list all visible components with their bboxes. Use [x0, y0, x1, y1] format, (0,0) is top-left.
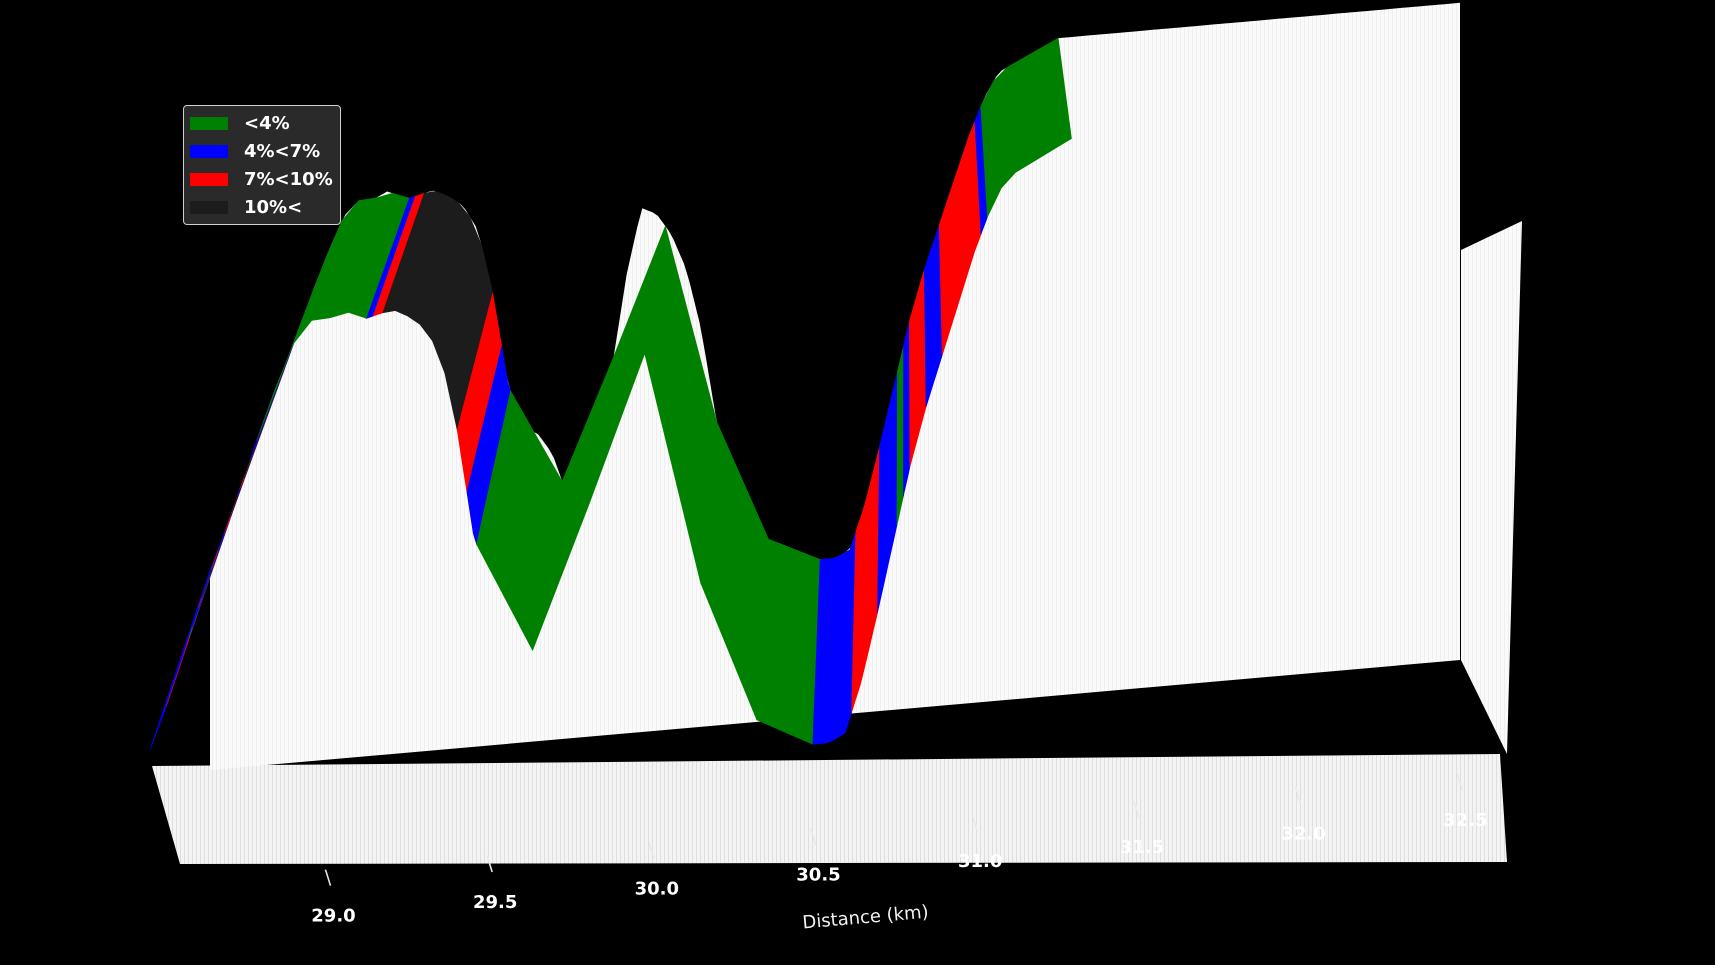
extrusion-layer — [149, 2, 1522, 864]
gradient-band-24 — [896, 346, 904, 526]
gradient-band-group — [149, 37, 1072, 751]
white-side-wall — [1461, 221, 1522, 754]
x-tick-mark-0 — [324, 869, 332, 886]
legend-swatch-dark — [190, 200, 228, 214]
legend-item-gt10: 10%< — [190, 196, 302, 218]
x-tick-mark-6 — [1294, 787, 1302, 804]
chart-legend: <4% 4%<7% 7%<10% 10%< — [183, 105, 341, 225]
x-tick-label-2: 30.0 — [635, 878, 679, 899]
x-tick-mark-1 — [486, 855, 493, 873]
x-tick-mark-3 — [809, 828, 817, 845]
legend-label: 7%<10% — [244, 168, 333, 190]
legend-swatch-green — [190, 116, 228, 130]
legend-label: 10%< — [244, 196, 303, 218]
legend-item-4-7: 4%<7% — [190, 140, 320, 162]
x-axis-label: Distance (km) — [802, 902, 930, 934]
x-tick-label-1: 29.5 — [473, 892, 517, 913]
legend-swatch-red — [190, 172, 228, 186]
x-axis: 29.0 29.5 30.0 30.5 31.0 31.5 32.0 32.5 — [311, 773, 1487, 927]
x-tick-label-3: 30.5 — [796, 865, 840, 886]
x-tick-label-7: 32.5 — [1443, 810, 1487, 831]
gradient-band-25 — [903, 321, 911, 497]
x-tick-mark-5 — [1133, 800, 1140, 818]
x-tick-mark-7 — [1456, 773, 1463, 791]
legend-item-lt4: <4% — [190, 112, 290, 134]
gradient-band-30 — [980, 37, 1072, 219]
x-tick-label-5: 31.5 — [1120, 837, 1164, 858]
legend-item-7-10: 7%<10% — [190, 168, 333, 190]
x-tick-mark-4 — [971, 814, 978, 832]
x-tick-mark-2 — [648, 842, 655, 859]
white-base-slab — [152, 754, 1507, 864]
legend-label: <4% — [244, 112, 290, 134]
x-tick-label-4: 31.0 — [958, 851, 1002, 872]
x-tick-label-6: 32.0 — [1281, 824, 1325, 845]
legend-swatch-blue — [190, 144, 228, 158]
legend-label: 4%<7% — [244, 140, 321, 162]
x-tick-label-0: 29.0 — [311, 906, 355, 927]
